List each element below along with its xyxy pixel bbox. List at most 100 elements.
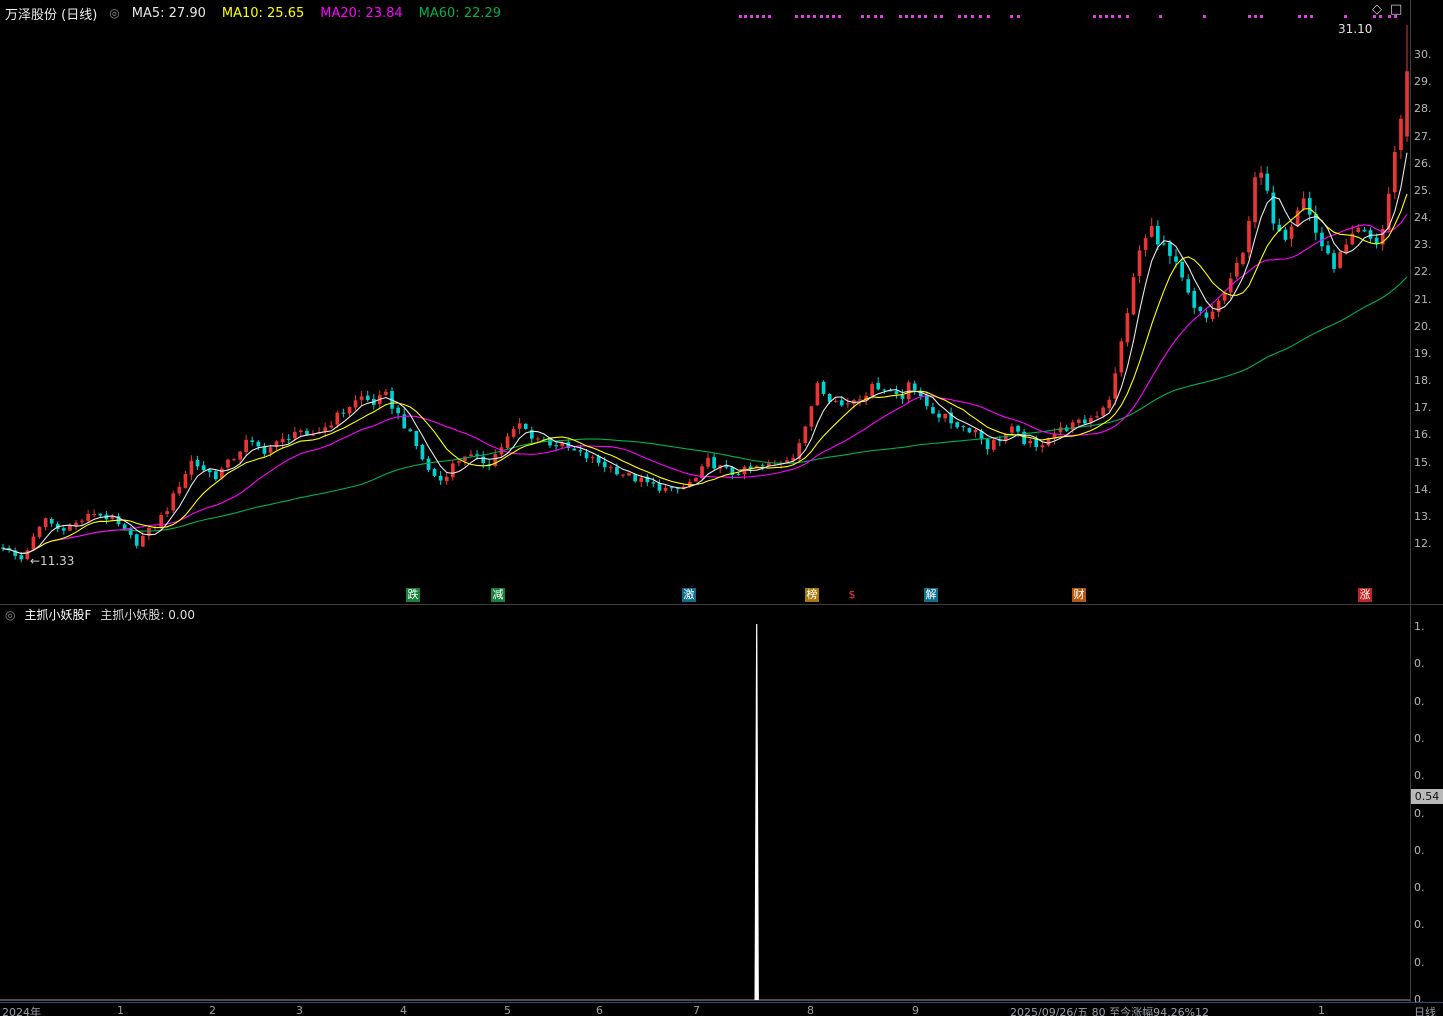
signal-dot	[826, 15, 829, 18]
indicator-tick: 1.	[1414, 620, 1425, 633]
ma-label: MA10: 25.65	[221, 5, 305, 21]
price-tick: 28.	[1414, 102, 1432, 116]
signal-dot	[795, 15, 798, 18]
time-axis-label: 2	[209, 1004, 216, 1016]
signal-dot	[1111, 15, 1114, 18]
price-tick: 24.	[1414, 211, 1432, 225]
signal-dot	[1118, 15, 1121, 18]
signal-dot	[874, 15, 877, 18]
signal-dot	[1388, 15, 1391, 18]
stock-title: 万泽股份 (日线)	[5, 7, 98, 23]
indicator-circle-icon[interactable]: ◎	[5, 607, 16, 622]
indicator-name[interactable]: 主抓小妖股F	[24, 608, 92, 622]
time-axis-label: 7	[693, 1004, 700, 1016]
event-marker[interactable]: 减	[491, 588, 505, 602]
signal-dot	[1379, 15, 1382, 18]
ma-label: MA20: 23.84	[320, 5, 403, 21]
time-axis-label: 2024年	[2, 1006, 41, 1016]
indicator-tick: 0.	[1414, 657, 1425, 671]
signal-dot	[971, 15, 974, 18]
signal-dot	[867, 15, 870, 18]
price-tick: 19.	[1414, 346, 1432, 360]
price-tick: 20.	[1414, 319, 1432, 333]
signal-dot	[979, 15, 982, 18]
window-icon[interactable]: □	[1390, 2, 1403, 17]
ma-label: MA5: 27.90	[131, 5, 206, 21]
price-tick: 16.	[1414, 428, 1432, 442]
event-marker[interactable]: 榜	[805, 588, 819, 602]
signal-dot	[807, 15, 810, 18]
signal-dot	[1126, 15, 1129, 18]
signal-dot	[1017, 15, 1020, 18]
signal-dot	[911, 15, 914, 18]
signal-dot	[924, 15, 927, 18]
signal-dot	[1344, 15, 1347, 18]
signal-dot	[964, 15, 967, 18]
signal-dot	[1304, 15, 1307, 18]
ma-legend: MA5: 27.90 MA10: 25.65 MA20: 23.84 MA60: 22…	[132, 6, 501, 21]
signal-dot	[940, 15, 943, 18]
candlestick-chart[interactable]	[0, 0, 1410, 604]
signal-dot	[1394, 15, 1397, 18]
price-tick: 15.	[1414, 455, 1432, 469]
event-marker[interactable]: 跌	[406, 588, 420, 602]
indicator-tick: 0.	[1414, 918, 1425, 932]
price-tick: 23.	[1414, 238, 1432, 252]
indicator-settings-icon[interactable]: ◎	[109, 6, 120, 20]
price-tick: 18.	[1414, 374, 1432, 388]
time-axis-label: 5	[504, 1004, 511, 1016]
price-tick: 25.	[1414, 183, 1432, 197]
signal-dot	[820, 15, 823, 18]
high-price-label: 31.10	[1338, 22, 1373, 36]
price-tick: 17.	[1414, 401, 1432, 415]
time-axis-label: 9	[912, 1004, 919, 1016]
diamond-icon[interactable]: ◇	[1372, 2, 1382, 17]
indicator-value-badge: 0.54	[1411, 788, 1443, 804]
event-marker[interactable]: 激	[682, 588, 696, 602]
signal-dot	[899, 15, 902, 18]
signal-dot	[832, 15, 835, 18]
time-axis-label: 2025/09/26/五 80 至今涨幅94.26%12	[1010, 1006, 1210, 1016]
signal-dot	[1298, 15, 1301, 18]
time-axis-bar: 2024年 1 2 3 4 5 6 7 8 9 2025/09/26/五 80 至今涨幅94.26%…	[0, 1002, 1443, 1016]
indicator-header: ◎ 主抓小妖股F 主抓小妖股: 0.00	[5, 606, 195, 623]
event-marker[interactable]: $	[848, 588, 856, 601]
signal-dot	[1373, 15, 1376, 18]
time-axis-label: 3	[296, 1004, 303, 1016]
panel-divider[interactable]	[0, 604, 1443, 605]
signal-dot	[987, 15, 990, 18]
header-corner-icons: ◇ □	[1372, 2, 1402, 17]
signal-dot	[739, 15, 742, 18]
indicator-tick: 0.	[1414, 955, 1425, 969]
indicator-tick: 0.	[1414, 769, 1425, 783]
signal-dot	[838, 15, 841, 18]
low-price-label: ←11.33	[30, 554, 75, 568]
signal-dot	[801, 15, 804, 18]
time-axis-label: 1	[117, 1004, 124, 1016]
price-tick: 13.	[1414, 509, 1432, 523]
signal-dot	[958, 15, 961, 18]
price-tick: 12.	[1414, 537, 1432, 551]
signal-dot	[762, 15, 765, 18]
time-axis-label: 6	[596, 1004, 603, 1016]
ma-label: MA60: 22.29	[418, 5, 502, 21]
signal-dot	[1260, 15, 1263, 18]
price-tick: 30.	[1414, 48, 1432, 61]
signal-dot	[905, 15, 908, 18]
signal-dot	[934, 15, 937, 18]
event-marker[interactable]: 涨	[1358, 588, 1372, 602]
indicator-tick: 0.	[1414, 843, 1425, 857]
event-marker[interactable]: 解	[924, 588, 938, 602]
signal-dot	[861, 15, 864, 18]
signal-dot	[1099, 15, 1102, 18]
indicator-value: 主抓小妖股: 0.00	[100, 608, 195, 622]
signal-dot	[1254, 15, 1257, 18]
event-marker[interactable]: 财	[1072, 588, 1086, 602]
axis-divider	[1410, 0, 1411, 1002]
indicator-tick: 0.	[1414, 806, 1425, 820]
indicator-chart[interactable]	[0, 604, 1410, 1002]
indicator-tick: 0.	[1414, 881, 1425, 895]
signal-dot	[880, 15, 883, 18]
signal-dot	[750, 15, 753, 18]
